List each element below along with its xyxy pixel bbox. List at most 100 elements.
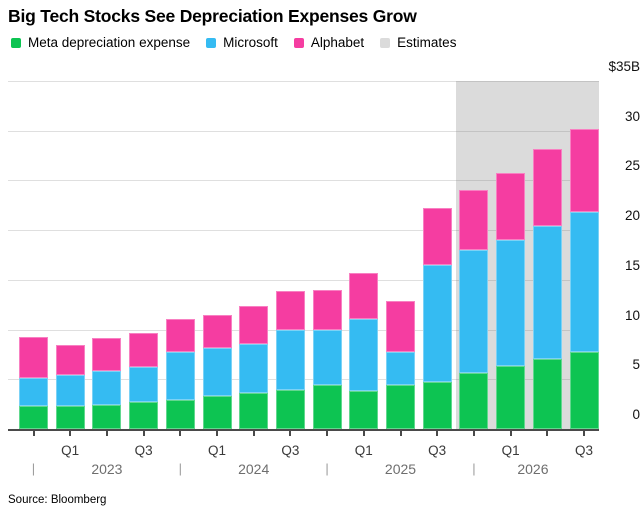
bar-segment-microsoft <box>129 367 159 403</box>
x-axis-quarter-label: Q1 <box>354 443 373 458</box>
y-axis-label: 0 <box>632 407 640 422</box>
bar-segment-microsoft <box>239 343 269 394</box>
bar-stack-q3-2025 <box>422 208 452 429</box>
legend: Meta depreciation expense Microsoft Alph… <box>11 35 472 50</box>
microsoft-swatch-icon <box>206 37 217 48</box>
bar-segment-microsoft <box>202 348 232 397</box>
bar-segment-alphabet <box>129 332 159 368</box>
bar-segment-alphabet <box>312 289 342 330</box>
legend-item-alphabet: Alphabet <box>293 35 365 50</box>
chart-title: Big Tech Stocks See Depreciation Expense… <box>8 6 417 26</box>
bar-stack-q3-2024 <box>275 290 305 429</box>
bar-segment-alphabet <box>496 173 526 241</box>
bar-segment-microsoft <box>496 240 526 367</box>
x-axis-quarter-label: Q1 <box>61 443 80 458</box>
x-axis-tick <box>436 431 439 436</box>
x-axis-tick <box>546 431 549 436</box>
bar-segment-alphabet <box>202 314 232 349</box>
bar-stack-q4-2024 <box>312 289 342 429</box>
legend-label: Alphabet <box>310 35 365 50</box>
bar-segment-alphabet <box>239 305 269 344</box>
x-axis-tick <box>326 431 329 436</box>
gridline <box>8 130 599 132</box>
year-separator: | <box>325 461 329 476</box>
bar-stack-q1-2023 <box>55 345 85 429</box>
year-separator: | <box>31 461 36 476</box>
gridline <box>8 279 599 281</box>
bar-segment-meta <box>532 359 562 429</box>
bar-stack-q2-2023 <box>92 337 122 429</box>
year-separator: | <box>178 461 182 476</box>
bar-segment-alphabet <box>386 300 415 353</box>
y-axis-label: 25 <box>624 158 640 174</box>
bar-segment-meta <box>349 391 379 429</box>
legend-item-estimates: Estimates <box>380 35 456 50</box>
bar-segment-meta <box>386 385 415 429</box>
bar-segment-alphabet <box>422 208 452 265</box>
bar-segment-microsoft <box>165 352 195 401</box>
x-axis-tick <box>32 431 35 436</box>
bar-stack-q4-2025 <box>459 190 489 429</box>
bar-segment-alphabet <box>275 290 305 330</box>
bar-segment-meta <box>92 405 122 429</box>
x-axis-line <box>8 429 599 431</box>
x-axis-quarter-label: Q3 <box>281 443 300 458</box>
x-axis-tick <box>399 431 402 436</box>
x-axis-tick <box>105 431 108 436</box>
bar-segment-microsoft <box>92 371 122 406</box>
bar-segment-alphabet <box>55 345 85 376</box>
bar-stack-q2-2025 <box>386 300 415 429</box>
bar-stack-q1-2025 <box>349 272 379 429</box>
meta-swatch-icon <box>11 37 21 48</box>
estimates-swatch-icon <box>380 37 391 48</box>
bar-stack-q4-2022 <box>19 336 48 429</box>
bar-segment-meta <box>496 366 526 429</box>
x-axis-tick <box>179 431 182 436</box>
x-axis-quarter-label: Q3 <box>428 443 447 458</box>
y-axis-label: 10 <box>624 307 640 323</box>
legend-label: Meta depreciation expense <box>28 35 191 50</box>
bar-segment-meta <box>129 402 159 429</box>
x-axis-tick <box>362 431 365 436</box>
x-axis-tick <box>472 431 475 436</box>
source-note: Source: Bloomberg <box>8 494 107 506</box>
bar-segment-alphabet <box>459 190 489 251</box>
bar-stack-q4-2023 <box>165 318 195 429</box>
year-separator: | <box>472 461 476 476</box>
y-axis-label: 20 <box>624 208 640 224</box>
year-label: 2025 <box>384 461 417 477</box>
y-axis-label: 15 <box>624 257 640 273</box>
bar-segment-microsoft <box>422 264 452 383</box>
x-axis-tick <box>583 431 585 436</box>
bar-segment-alphabet <box>19 336 48 379</box>
bar-segment-meta <box>165 400 195 429</box>
y-axis-top-label: $35B <box>608 59 640 74</box>
bar-stack-q2-2024 <box>239 305 269 429</box>
bar-segment-microsoft <box>532 226 562 360</box>
bar-stack-q1-2026 <box>496 173 526 429</box>
gridline <box>8 81 599 82</box>
bar-segment-alphabet <box>569 128 599 213</box>
bar-stack-q2-2026 <box>532 148 562 429</box>
x-axis-tick <box>142 431 145 436</box>
bar-stack-q3-2026 <box>569 128 599 429</box>
bar-segment-meta <box>422 382 452 429</box>
bar-segment-alphabet <box>349 272 379 319</box>
year-label: 2024 <box>238 461 270 477</box>
gridline <box>8 230 599 232</box>
x-axis-tick <box>252 431 255 436</box>
legend-item-microsoft: Microsoft <box>206 35 278 50</box>
bar-segment-microsoft <box>569 212 599 353</box>
x-axis-tick <box>216 431 218 436</box>
bar-stack-q3-2023 <box>129 332 159 429</box>
x-axis-quarter-label: Q3 <box>574 443 593 458</box>
legend-label: Estimates <box>397 35 457 50</box>
legend-label: Microsoft <box>223 35 278 50</box>
bar-segment-microsoft <box>349 318 379 392</box>
x-axis-quarter-label: Q1 <box>207 443 226 458</box>
bar-segment-meta <box>569 352 599 429</box>
bar-segment-microsoft <box>312 329 342 386</box>
bar-segment-meta <box>239 393 269 429</box>
